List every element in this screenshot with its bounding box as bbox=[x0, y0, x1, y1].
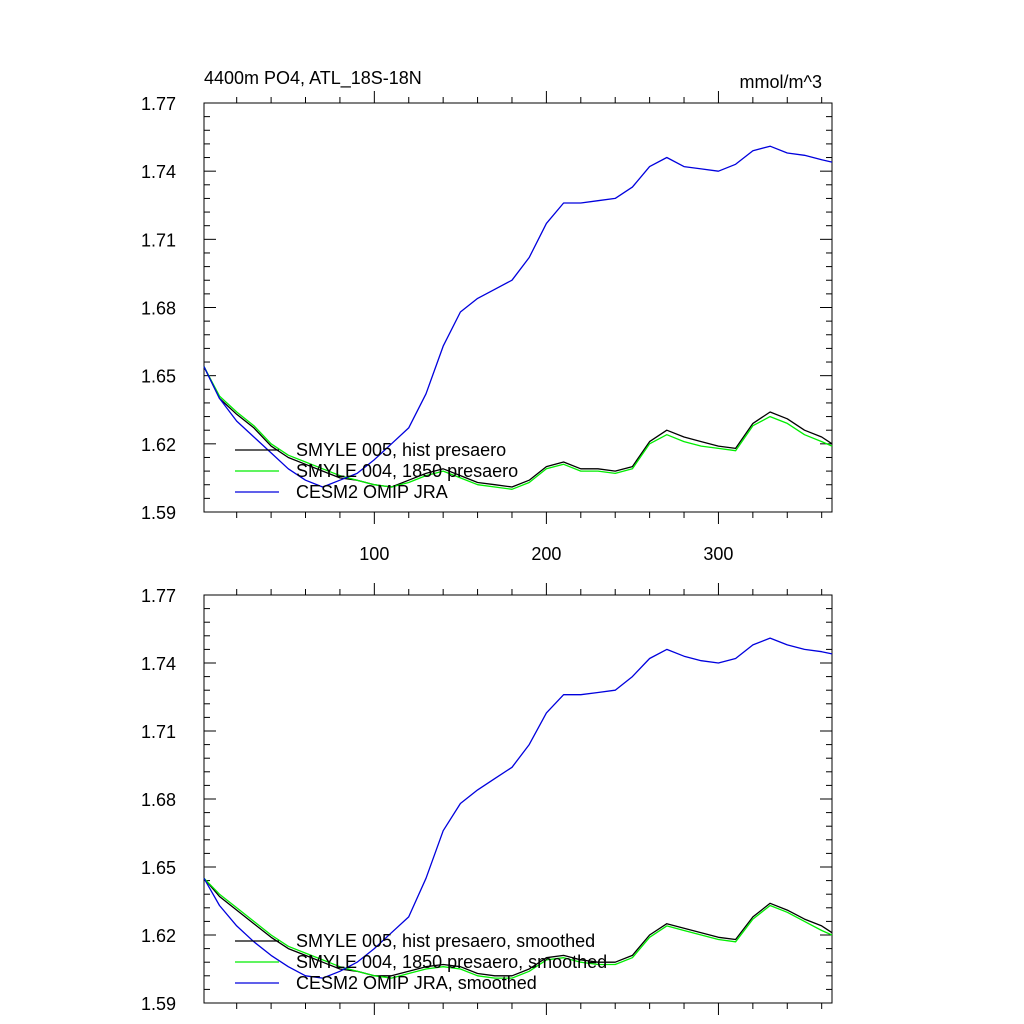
y-tick-label: 1.74 bbox=[141, 654, 176, 674]
y-tick-label: 1.74 bbox=[141, 162, 176, 182]
series-line-2 bbox=[203, 637, 833, 979]
top-panel: 1.77 1.74 1.71 1.68 1.65 1.62 1.59 100 200 300 440… bbox=[141, 68, 833, 564]
y-tick-label: 1.71 bbox=[141, 722, 176, 742]
bottom-panel: 1.77 1.74 1.71 1.68 1.65 1.62 1.59 SMYLE 005, h… bbox=[141, 583, 833, 1015]
y-tick-label: 1.62 bbox=[141, 926, 176, 946]
series-line-1 bbox=[203, 877, 833, 979]
series-line-0 bbox=[203, 366, 833, 488]
legend-label-0: SMYLE 005, hist presaero bbox=[296, 440, 506, 460]
legend-label-1: SMYLE 004, 1850 presaero, smoothed bbox=[296, 952, 607, 972]
x-tick-label: 300 bbox=[703, 544, 733, 564]
x-tick-label: 100 bbox=[359, 544, 389, 564]
series-line-2 bbox=[203, 145, 833, 488]
y-tick-label: 1.71 bbox=[141, 230, 176, 250]
series-line-0 bbox=[203, 877, 833, 977]
chart-title: 4400m PO4, ATL_18S-18N bbox=[204, 68, 422, 89]
units-label: mmol/m^3 bbox=[740, 72, 822, 92]
x-tick-label: 200 bbox=[531, 544, 561, 564]
y-tick-label: 1.77 bbox=[141, 94, 176, 114]
y-tick-label: 1.65 bbox=[141, 858, 176, 878]
y-tick-label: 1.68 bbox=[141, 299, 176, 319]
legend-label-2: CESM2 OMIP JRA, smoothed bbox=[296, 973, 537, 993]
y-tick-label: 1.65 bbox=[141, 367, 176, 387]
series-line-1 bbox=[203, 366, 833, 490]
legend-label-1: SMYLE 004, 1850 presaero bbox=[296, 461, 518, 481]
y-tick-label: 1.59 bbox=[141, 994, 176, 1014]
legend-label-2: CESM2 OMIP JRA bbox=[296, 482, 448, 502]
legend-label-0: SMYLE 005, hist presaero, smoothed bbox=[296, 931, 595, 951]
y-tick-label: 1.59 bbox=[141, 503, 176, 523]
y-tick-label: 1.62 bbox=[141, 435, 176, 455]
y-tick-label: 1.77 bbox=[141, 586, 176, 606]
y-tick-label: 1.68 bbox=[141, 790, 176, 810]
